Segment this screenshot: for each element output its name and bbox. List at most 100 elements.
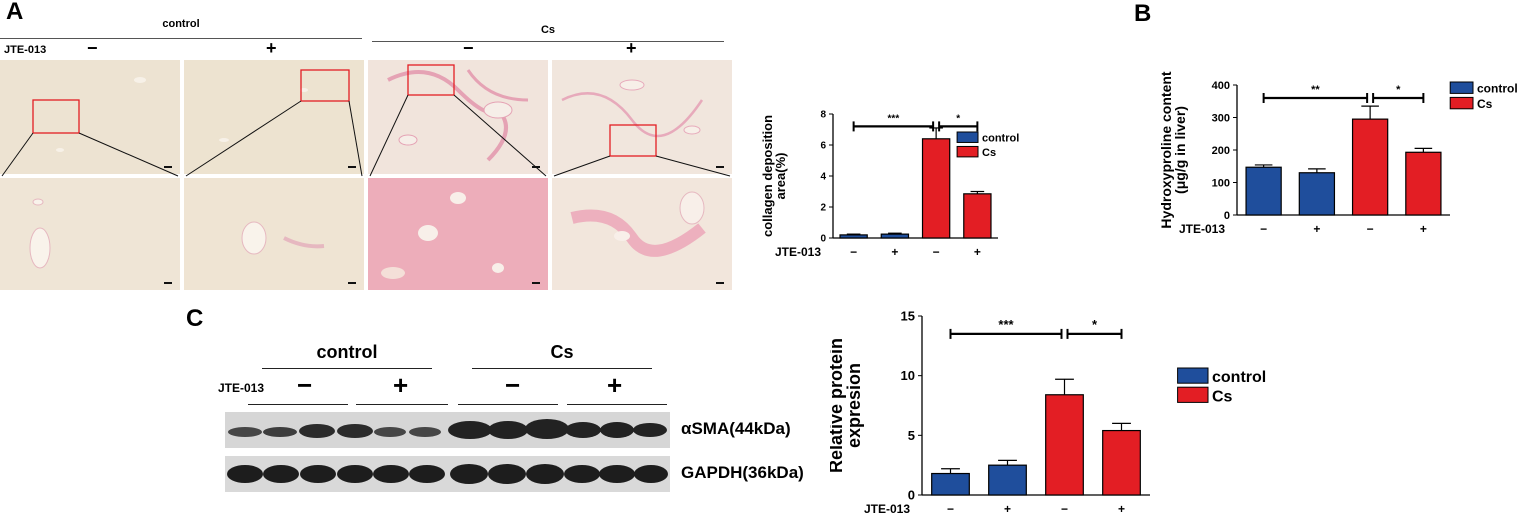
x-tick-label: − <box>1260 222 1267 236</box>
micrograph-control-plus-low <box>184 60 364 174</box>
blot-label-asma: αSMA(44kDa) <box>681 419 791 438</box>
micrograph-control-minus-high <box>0 178 180 290</box>
treatment-sign-4: + <box>626 38 637 58</box>
blot-rule-1 <box>248 404 348 405</box>
blot-group-header-control: control <box>316 342 378 362</box>
y-tick-label: 2 <box>820 203 826 214</box>
legend-swatch-cs <box>1449 96 1474 110</box>
y-tick-label: 300 <box>1212 112 1230 124</box>
y-tick-label: 4 <box>820 172 826 183</box>
significance-label: *** <box>888 113 900 124</box>
significance-label: ** <box>1311 84 1320 96</box>
x-tick-label: − <box>947 502 954 516</box>
x-tick-label: − <box>1061 502 1068 516</box>
group-header-control: control <box>162 18 200 30</box>
bar-control-0 <box>1245 166 1282 216</box>
legend-label-cs: Cs <box>1212 388 1233 405</box>
blot-rule-control <box>262 368 432 369</box>
y-tick-label: 10 <box>901 368 915 383</box>
treatment-sign-3: − <box>463 38 474 58</box>
blot-band-asma <box>225 412 670 448</box>
bar-cs-2 <box>921 138 951 239</box>
scale-bar <box>348 166 356 168</box>
blot-sign-4: + <box>607 370 623 400</box>
y-tick-label: 400 <box>1212 80 1230 92</box>
blot-sign-1: − <box>297 370 313 400</box>
legend-swatch-control <box>1177 367 1209 384</box>
panel-a-letter: A <box>6 0 24 25</box>
legend-swatch-control <box>1449 81 1474 94</box>
x-tick-label: − <box>1367 222 1374 236</box>
scale-bar <box>532 282 540 284</box>
y-tick-label: 8 <box>820 110 826 121</box>
y-axis-label: expresion <box>844 363 864 448</box>
y-tick-label: 0 <box>1224 210 1230 222</box>
legend-label-control: control <box>1212 369 1266 386</box>
x-treatment-label: JTE-013 <box>775 245 821 259</box>
y-tick-label: 15 <box>901 309 915 324</box>
x-tick-label: + <box>1118 502 1125 516</box>
x-tick-label: + <box>974 245 981 259</box>
group-rule-control <box>0 38 362 39</box>
y-tick-label: 6 <box>820 141 826 152</box>
x-tick-label: − <box>850 245 857 259</box>
blot-rule-3 <box>458 404 558 405</box>
blot-sign-3: − <box>505 370 521 400</box>
scale-bar <box>164 282 172 284</box>
blot-rule-4 <box>567 404 667 405</box>
blot-treatment-label: JTE-013 <box>218 381 265 395</box>
x-tick-label: + <box>891 245 898 259</box>
micrograph-cs-plus-high <box>552 178 732 290</box>
bar-cs-3 <box>1102 429 1141 496</box>
x-treatment-label: JTE-013 <box>864 502 910 516</box>
x-tick-label: + <box>1420 222 1427 236</box>
y-tick-label: 0 <box>820 234 826 245</box>
bar-control-0 <box>839 234 868 239</box>
legend-label-cs: Cs <box>1477 97 1493 111</box>
bar-control-1 <box>880 233 910 239</box>
micrograph-cs-minus-high <box>368 178 548 290</box>
x-treatment-label: JTE-013 <box>1179 222 1225 236</box>
x-tick-label: + <box>1313 222 1320 236</box>
group-header-cs: Cs <box>540 24 556 36</box>
legend-label-cs: Cs <box>982 147 996 159</box>
scale-bar <box>348 282 356 284</box>
treatment-sign-1: − <box>87 38 98 58</box>
micrograph-cs-plus-low <box>552 60 732 174</box>
blot-rule-cs <box>472 368 652 369</box>
y-axis-label: area(%) <box>773 153 788 200</box>
bar-cs-2 <box>1045 394 1084 496</box>
x-tick-label: + <box>1004 502 1011 516</box>
scale-bar <box>164 166 172 168</box>
blot-rule-2 <box>356 404 448 405</box>
bar-cs-3 <box>963 193 992 239</box>
y-axis-label: Hydroxyproline content <box>1158 71 1174 228</box>
blot-band-gapdh <box>225 456 670 492</box>
legend-label-control: control <box>982 132 1019 144</box>
legend-swatch-cs <box>1177 386 1209 403</box>
zoom-connectors <box>1 94 731 177</box>
y-tick-label: 100 <box>1212 177 1230 189</box>
group-rule-cs <box>372 41 724 42</box>
bar-control-1 <box>1298 172 1336 216</box>
bar-control-0 <box>931 472 970 496</box>
panel-c-letter: C <box>186 305 204 332</box>
scale-bar <box>716 166 724 168</box>
bar-control-1 <box>988 464 1027 496</box>
blot-group-header-cs: Cs <box>550 342 574 362</box>
y-axis-label: (μg/g in liver) <box>1172 106 1188 194</box>
scale-bar <box>716 282 724 284</box>
blot-sign-2: + <box>393 370 409 400</box>
y-axis-label: collagen deposition <box>760 115 775 237</box>
significance-label: * <box>1092 317 1098 332</box>
panel-b-letter: B <box>1134 0 1152 27</box>
micrograph-control-minus-low <box>0 60 180 174</box>
y-tick-label: 0 <box>908 488 915 503</box>
bar-cs-3 <box>1405 151 1442 216</box>
blot-label-gapdh: GAPDH(36kDa) <box>681 463 804 482</box>
significance-label: * <box>956 113 960 124</box>
bar-cs-2 <box>1351 118 1389 216</box>
legend-swatch-control <box>956 131 979 143</box>
